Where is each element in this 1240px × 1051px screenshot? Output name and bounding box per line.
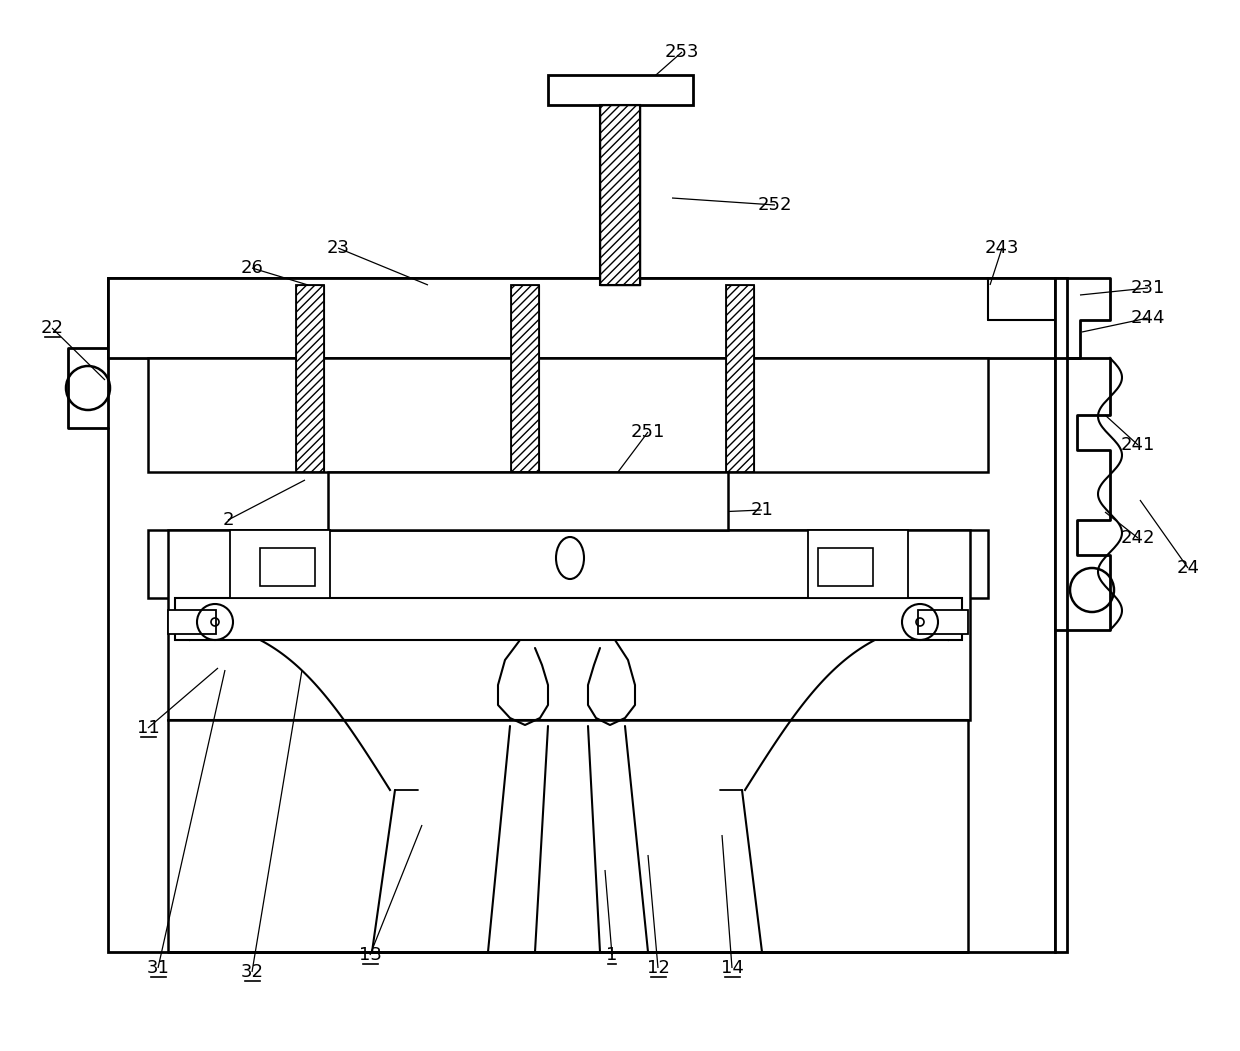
Text: 251: 251 bbox=[631, 423, 665, 441]
Bar bbox=[108, 279, 1055, 358]
Text: 32: 32 bbox=[241, 963, 263, 981]
Bar bbox=[148, 530, 988, 598]
Bar bbox=[329, 472, 728, 530]
Bar bbox=[296, 285, 324, 472]
Bar bbox=[175, 598, 962, 640]
Bar bbox=[600, 105, 640, 285]
Bar bbox=[229, 530, 330, 598]
Bar bbox=[725, 285, 754, 472]
Text: 23: 23 bbox=[326, 239, 350, 257]
Bar bbox=[260, 548, 315, 586]
Text: 31: 31 bbox=[146, 959, 170, 977]
Bar bbox=[918, 610, 968, 634]
Text: 11: 11 bbox=[136, 719, 160, 737]
Text: 2: 2 bbox=[222, 511, 234, 529]
Bar bbox=[148, 358, 988, 472]
Text: 14: 14 bbox=[720, 959, 744, 977]
Text: 244: 244 bbox=[1131, 309, 1166, 327]
Text: 22: 22 bbox=[41, 320, 63, 337]
Text: 24: 24 bbox=[1177, 559, 1199, 577]
Text: 13: 13 bbox=[358, 946, 382, 964]
Bar bbox=[725, 285, 754, 472]
Text: 231: 231 bbox=[1131, 279, 1166, 297]
Text: 253: 253 bbox=[665, 43, 699, 61]
Text: 252: 252 bbox=[758, 195, 792, 214]
Text: 12: 12 bbox=[646, 959, 670, 977]
Text: 21: 21 bbox=[750, 501, 774, 519]
Text: 1: 1 bbox=[606, 946, 618, 964]
Bar bbox=[1055, 279, 1066, 952]
Bar bbox=[167, 610, 216, 634]
Bar bbox=[511, 285, 539, 472]
Bar bbox=[818, 548, 873, 586]
Bar bbox=[511, 285, 539, 472]
Bar bbox=[548, 75, 693, 105]
Bar bbox=[600, 105, 640, 285]
Bar bbox=[296, 285, 324, 472]
Text: 26: 26 bbox=[241, 259, 263, 277]
Text: 241: 241 bbox=[1121, 436, 1156, 454]
Text: 242: 242 bbox=[1121, 529, 1156, 547]
Text: 243: 243 bbox=[985, 239, 1019, 257]
Bar bbox=[108, 279, 1055, 952]
Bar bbox=[808, 530, 908, 598]
Bar bbox=[167, 530, 970, 720]
